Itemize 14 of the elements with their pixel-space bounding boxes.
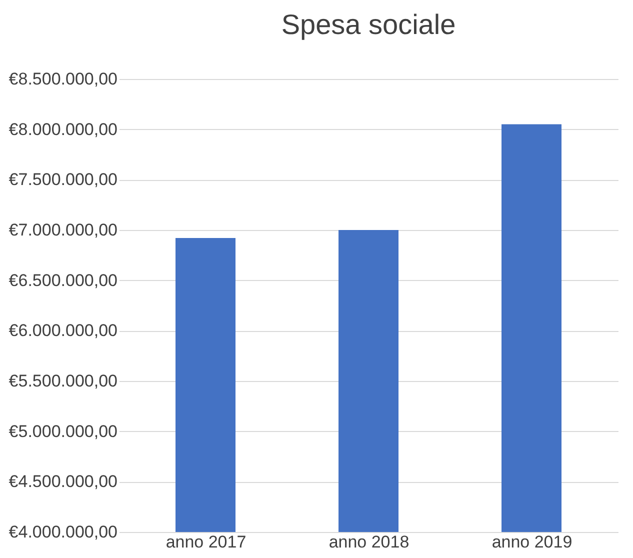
y-tick-label: €4.500.000,00: [8, 472, 118, 492]
y-tick-label: €7.000.000,00: [8, 220, 118, 240]
chart-title: Spesa sociale: [281, 9, 456, 40]
x-tick-label: anno 2019: [492, 532, 572, 552]
y-tick-label: €7.500.000,00: [8, 170, 118, 190]
y-tick-label: €8.500.000,00: [8, 70, 118, 88]
y-tick-label: €6.500.000,00: [8, 270, 118, 290]
y-tick-label: €5.500.000,00: [8, 372, 118, 390]
y-tick-label: €8.000.000,00: [8, 120, 118, 139]
y-tick-label: €4.000.000,00: [8, 522, 118, 542]
y-tick-label: €6.000.000,00: [8, 321, 118, 340]
x-tick-label: anno 2018: [328, 532, 410, 552]
y-tick-label: €5.000.000,00: [8, 422, 118, 441]
x-tick-label: anno 2017: [166, 532, 246, 552]
